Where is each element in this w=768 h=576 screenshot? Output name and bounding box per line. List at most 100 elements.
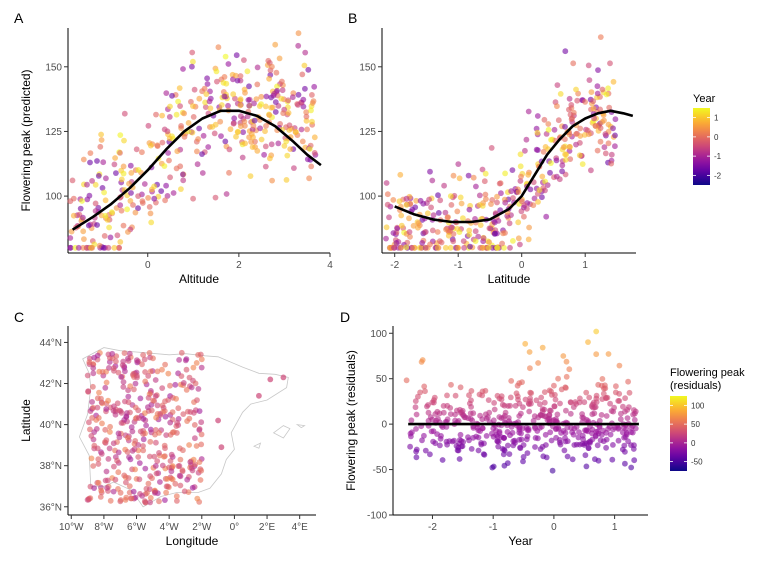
site-point xyxy=(198,419,205,426)
site-point xyxy=(134,374,140,381)
data-point xyxy=(486,239,492,246)
data-point xyxy=(283,138,290,145)
data-point xyxy=(469,417,476,424)
site-point xyxy=(103,379,110,386)
data-point xyxy=(273,69,280,76)
data-point xyxy=(563,151,569,158)
data-point xyxy=(154,143,161,150)
site-point xyxy=(152,463,159,469)
data-point xyxy=(166,157,172,164)
data-point xyxy=(491,231,498,237)
data-point xyxy=(517,151,524,158)
y-tick-label: 0 xyxy=(381,420,387,431)
data-point xyxy=(457,384,464,391)
data-point xyxy=(147,142,154,149)
site-point xyxy=(153,414,160,421)
data-point xyxy=(120,222,127,229)
data-point xyxy=(306,175,312,182)
data-point xyxy=(444,392,450,399)
y-tick-label: -100 xyxy=(367,511,387,522)
site-point xyxy=(172,381,179,388)
site-point xyxy=(152,393,159,399)
data-point xyxy=(413,411,420,418)
data-point xyxy=(181,133,188,140)
data-point xyxy=(440,403,447,409)
data-point xyxy=(597,125,604,131)
site-point xyxy=(198,364,205,371)
data-point xyxy=(576,152,583,159)
data-point xyxy=(485,244,492,251)
data-point xyxy=(412,204,419,211)
data-point xyxy=(111,244,118,251)
data-point xyxy=(80,156,87,163)
data-point xyxy=(180,171,186,178)
data-point xyxy=(579,414,586,421)
data-point xyxy=(267,155,273,162)
data-point xyxy=(599,376,606,382)
data-point xyxy=(148,219,155,226)
data-point xyxy=(178,123,185,129)
data-point xyxy=(601,385,607,392)
data-point xyxy=(479,166,486,173)
data-point xyxy=(458,200,465,207)
site-point xyxy=(156,450,162,456)
data-point xyxy=(263,123,269,129)
data-point xyxy=(429,177,436,184)
data-point xyxy=(509,429,516,436)
data-point xyxy=(299,71,306,78)
data-point xyxy=(306,146,313,152)
data-point xyxy=(127,162,134,169)
data-point xyxy=(506,220,513,227)
data-point xyxy=(455,418,462,424)
site-point xyxy=(115,469,122,476)
data-point xyxy=(583,389,590,396)
data-point xyxy=(606,104,613,111)
data-point xyxy=(262,103,269,110)
data-point xyxy=(488,201,494,208)
data-point xyxy=(573,131,579,137)
site-point xyxy=(85,388,92,395)
data-point xyxy=(295,102,301,108)
data-point xyxy=(244,68,251,75)
data-point xyxy=(202,99,209,106)
data-point xyxy=(117,150,123,156)
site-point xyxy=(163,489,170,496)
data-point xyxy=(491,400,497,406)
data-point xyxy=(597,106,603,113)
site-point xyxy=(95,479,102,486)
data-point xyxy=(549,392,555,398)
data-point xyxy=(512,402,519,409)
data-point xyxy=(494,199,500,206)
y-tick-label: 38°N xyxy=(40,461,62,472)
data-point xyxy=(568,424,574,431)
site-point xyxy=(90,463,97,469)
data-point xyxy=(191,86,198,93)
data-point xyxy=(553,157,560,164)
data-point xyxy=(98,137,105,143)
data-point xyxy=(230,91,237,98)
data-point xyxy=(594,90,601,97)
site-point xyxy=(139,493,146,499)
site-point xyxy=(193,360,200,366)
x-tick-label: 6°W xyxy=(127,522,147,533)
data-point xyxy=(135,205,141,212)
data-point xyxy=(553,418,559,425)
data-point xyxy=(592,122,599,129)
color-bar-label: -1 xyxy=(714,152,722,161)
data-point xyxy=(194,161,201,168)
site-point xyxy=(136,460,143,466)
site-point xyxy=(137,395,144,402)
site-point xyxy=(136,476,143,483)
site-point xyxy=(115,449,122,456)
site-point xyxy=(110,488,117,495)
site-point xyxy=(84,372,91,379)
data-point xyxy=(424,403,430,410)
data-point xyxy=(89,178,95,184)
data-point xyxy=(591,115,597,122)
site-point xyxy=(132,466,139,473)
data-point xyxy=(308,107,314,114)
data-point xyxy=(287,146,294,153)
site-point xyxy=(188,465,195,471)
data-point xyxy=(450,238,457,245)
data-point xyxy=(278,95,285,102)
